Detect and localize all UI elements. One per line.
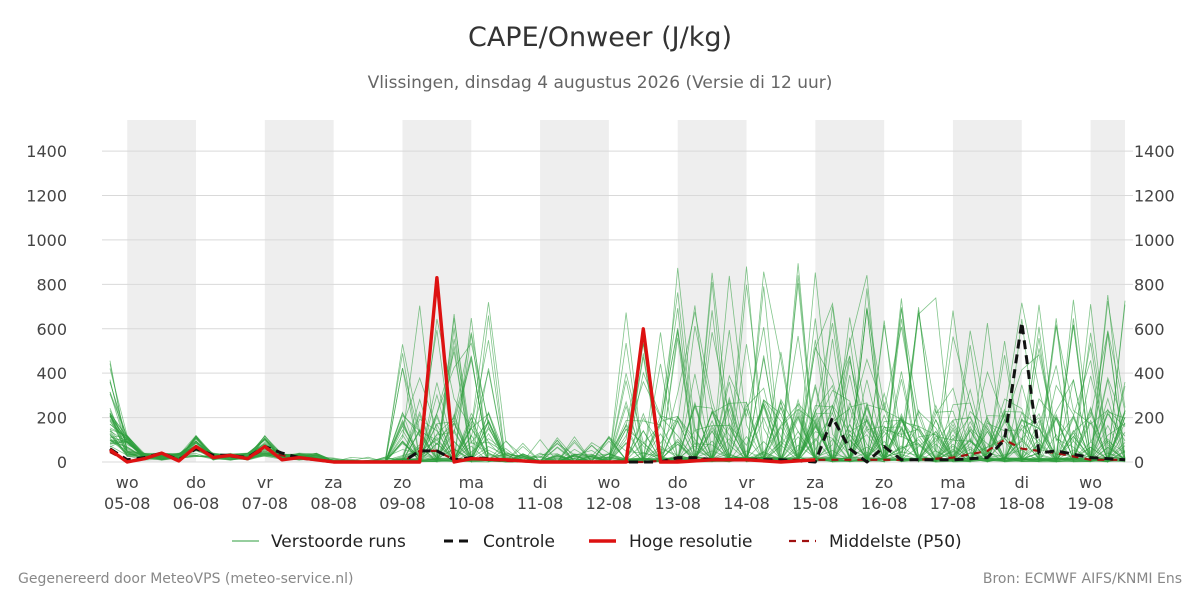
- y-tick-label: 1200: [1134, 187, 1175, 206]
- y-tick-label: 1400: [26, 142, 67, 161]
- day-band: [127, 120, 197, 462]
- y-tick-label: 400: [36, 364, 67, 383]
- day-band: [952, 120, 1022, 462]
- x-tick-day: ma: [940, 473, 965, 492]
- x-tick-day: do: [668, 473, 688, 492]
- footer-source: Bron: ECMWF AIFS/KNMI Ens: [982, 571, 1182, 587]
- x-tick-date: 19-08: [1067, 494, 1114, 513]
- x-tick-date: 14-08: [723, 494, 770, 513]
- y-tick-label: 0: [1134, 453, 1144, 472]
- x-tick-date: 16-08: [861, 494, 908, 513]
- x-tick-date: 17-08: [930, 494, 977, 513]
- y-tick-label: 1400: [1134, 142, 1175, 161]
- y-tick-label: 0: [57, 453, 67, 472]
- x-tick-date: 11-08: [517, 494, 564, 513]
- x-tick-day: zo: [875, 473, 893, 492]
- y-tick-label: 1000: [1134, 231, 1175, 250]
- x-tick-day: za: [325, 473, 343, 492]
- legend: Verstoorde runs Controle Hoge resolutie Mid…: [232, 532, 962, 552]
- x-axis: wo 05-08 do 06-08 vr 07-08 za 08-08 zo 09-08 ma 10-…: [104, 473, 1114, 513]
- chart-title: CAPE/Onweer (J/kg): [467, 22, 732, 53]
- y-tick-label: 200: [1134, 409, 1165, 428]
- x-tick-date: 06-08: [173, 494, 220, 513]
- chart-subtitle: Vlissingen, dinsdag 4 augustus 2026 (Ver…: [367, 73, 833, 93]
- y-tick-label: 600: [1134, 320, 1165, 339]
- day-band: [540, 120, 609, 462]
- x-tick-day: do: [186, 473, 206, 492]
- y-tick-label: 400: [1134, 364, 1165, 383]
- main-series: [109, 276, 1126, 464]
- x-tick-day: za: [806, 473, 824, 492]
- legend-label-p50: Middelste (P50): [829, 532, 962, 552]
- series-line-hoge-resolutie: [109, 276, 816, 464]
- x-tick-date: 08-08: [310, 494, 357, 513]
- x-tick-date: 12-08: [586, 494, 633, 513]
- x-tick-day: di: [533, 473, 548, 492]
- x-tick-date: 15-08: [792, 494, 839, 513]
- x-tick-day: ma: [459, 473, 484, 492]
- y-axis-right: 0 200 400 600 800 1000 1200 1400: [1134, 142, 1175, 472]
- x-tick-date: 18-08: [999, 494, 1046, 513]
- day-band: [264, 120, 334, 462]
- legend-label-ctrl: Controle: [483, 532, 555, 552]
- x-tick-day: vr: [257, 473, 273, 492]
- x-tick-day: zo: [393, 473, 411, 492]
- y-tick-label: 1200: [26, 187, 67, 206]
- x-tick-date: 10-08: [448, 494, 495, 513]
- legend-label-ens: Verstoorde runs: [271, 532, 406, 552]
- legend-label-hres: Hoge resolutie: [629, 532, 753, 552]
- x-tick-day: wo: [1079, 473, 1102, 492]
- x-tick-day: di: [1014, 473, 1029, 492]
- x-tick-day: vr: [739, 473, 755, 492]
- x-tick-date: 05-08: [104, 494, 151, 513]
- x-tick-date: 07-08: [242, 494, 289, 513]
- footer-generator: Gegenereerd door MeteoVPS (meteo-service…: [18, 571, 354, 587]
- x-tick-day: wo: [116, 473, 139, 492]
- x-tick-date: 09-08: [379, 494, 426, 513]
- x-tick-day: wo: [597, 473, 620, 492]
- y-tick-label: 800: [1134, 275, 1165, 294]
- y-tick-label: 800: [36, 275, 67, 294]
- y-axis-left: 0 200 400 600 800 1000 1200 1400: [26, 142, 67, 472]
- y-tick-label: 600: [36, 320, 67, 339]
- y-tick-label: 1000: [26, 231, 67, 250]
- y-tick-label: 200: [36, 409, 67, 428]
- x-tick-date: 13-08: [654, 494, 701, 513]
